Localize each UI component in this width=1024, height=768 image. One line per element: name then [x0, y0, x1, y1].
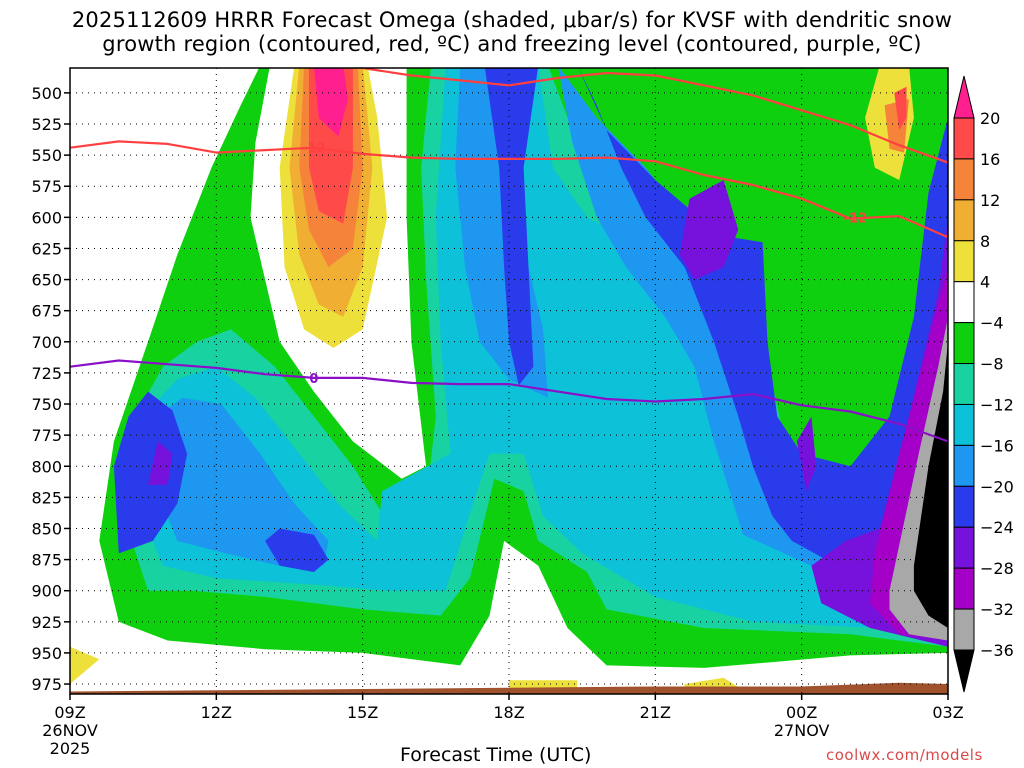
- omega-region-blue: [113, 391, 188, 554]
- dgz-contour-upper: [70, 140, 948, 239]
- terrain-ground: [70, 682, 948, 694]
- y-tick-label: 500: [31, 84, 62, 103]
- dgz-label-left: -12: [302, 142, 326, 157]
- y-tick-label: 750: [31, 395, 62, 414]
- colorbar-swatch: [953, 567, 975, 610]
- colorbar-swatch: [953, 158, 975, 201]
- colorbar-label: −24: [980, 518, 1014, 537]
- dgz-label-right: -12: [844, 211, 868, 226]
- y-tick-label: 875: [31, 551, 62, 570]
- colorbar-label: −32: [980, 600, 1014, 619]
- colorbar-swatch-max: [953, 75, 975, 119]
- colorbar-swatch: [953, 444, 975, 487]
- omega-region-red: [894, 86, 907, 131]
- omega-region-blue: [265, 528, 329, 572]
- colorbar-label: 12: [980, 191, 1000, 210]
- omega-region-purple: [148, 441, 173, 485]
- colorbar-swatch: [953, 199, 975, 242]
- x-axis-label: Forecast Time (UTC): [400, 744, 592, 766]
- x-tick-label: 21Z: [640, 703, 671, 722]
- y-tick-label: 575: [31, 177, 62, 196]
- x-tick-label: 03Z: [932, 703, 963, 722]
- omega-region-pink: [314, 68, 348, 137]
- omega-region-purple: [679, 180, 739, 280]
- y-tick-label: 600: [31, 208, 62, 227]
- colorbar-label: 4: [980, 273, 990, 292]
- x-tick-label: 18Z: [493, 703, 524, 722]
- y-tick-label: 850: [31, 519, 62, 538]
- colorbar-swatch: [953, 403, 975, 446]
- y-tick-label: 625: [31, 239, 62, 258]
- omega-region-blue: [484, 68, 538, 386]
- colorbar-swatch: [953, 608, 975, 651]
- colorbar-swatch: [953, 485, 975, 528]
- y-tick-label: 775: [31, 426, 62, 445]
- y-tick-label: 650: [31, 271, 62, 290]
- omega-region-blue: [578, 68, 948, 572]
- colorbar-swatch: [953, 240, 975, 283]
- colorbar-label: 20: [980, 109, 1000, 128]
- colorbar-swatch: [953, 526, 975, 569]
- dgz-contour-lower: [341, 68, 948, 164]
- omega-region-yellow: [70, 646, 100, 684]
- freezing-level-contour: [70, 359, 948, 443]
- y-tick-label: 675: [31, 302, 62, 321]
- colorbar-swatch: [953, 117, 975, 160]
- omega-region-purple: [796, 416, 817, 492]
- colorbar-swatch: [953, 322, 975, 365]
- y-tick-label: 950: [31, 644, 62, 663]
- colorbar-label: −28: [980, 559, 1014, 578]
- source-credit: coolwx.com/models: [826, 746, 983, 764]
- y-tick-label: 725: [31, 364, 62, 383]
- y-tick-label: 700: [31, 333, 62, 352]
- colorbar-label: 8: [980, 232, 990, 251]
- x-tick-year: 2025: [50, 739, 91, 758]
- y-tick-label: 925: [31, 613, 62, 632]
- x-tick-date: 26NOV: [42, 721, 98, 740]
- x-tick-label: 09Z: [54, 703, 85, 722]
- omega-region-lblue: [148, 397, 329, 566]
- colorbar-label: −36: [980, 641, 1014, 660]
- colorbar-label: −8: [980, 355, 1004, 374]
- colorbar-label: 16: [980, 150, 1000, 169]
- y-tick-label: 550: [31, 146, 62, 165]
- y-tick-label: 800: [31, 457, 62, 476]
- x-tick-label: 00Z: [786, 703, 817, 722]
- colorbar-swatch-min: [953, 649, 975, 693]
- colorbar-swatch: [953, 281, 975, 324]
- y-tick-label: 900: [31, 582, 62, 601]
- colorbar-swatch: [953, 363, 975, 405]
- y-tick-label: 825: [31, 488, 62, 507]
- colorbar-label: −12: [980, 395, 1014, 414]
- colorbar-label: −4: [980, 314, 1004, 333]
- y-tick-label: 525: [31, 115, 62, 134]
- omega-region-black: [913, 341, 948, 628]
- x-tick-label: 12Z: [201, 703, 232, 722]
- chart-title-line-2: growth region (contoured, red, ºC) and f…: [102, 32, 922, 56]
- x-tick-date: 27NOV: [774, 721, 830, 740]
- freezing-level-label: 0: [309, 372, 318, 387]
- y-tick-label: 975: [31, 675, 62, 694]
- colorbar-label: −16: [980, 436, 1014, 455]
- x-tick-label: 15Z: [347, 703, 378, 722]
- chart-title-line-1: 2025112609 HRRR Forecast Omega (shaded, …: [71, 8, 953, 32]
- colorbar-label: −20: [980, 477, 1014, 496]
